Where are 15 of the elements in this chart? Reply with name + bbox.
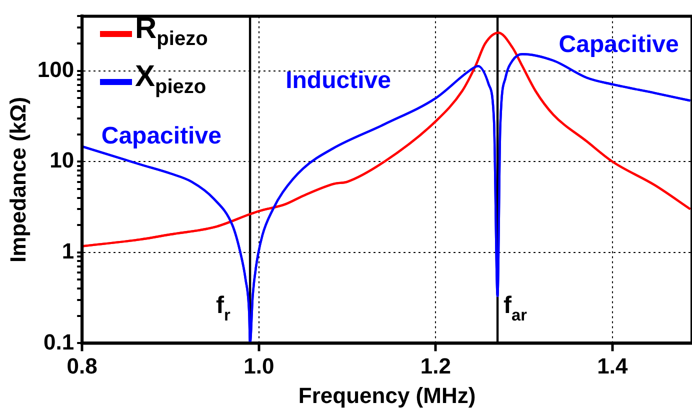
y-tick-label: 100	[37, 56, 74, 82]
annotation: Capacitive	[101, 122, 222, 150]
annotation: Capacitive	[558, 31, 679, 58]
y-tick-label: 10	[50, 148, 74, 173]
y-tick-label: 1	[62, 238, 74, 264]
x-tick-label: 1.2	[420, 353, 451, 378]
x-axis-title: Frequency (MHz)	[298, 382, 476, 408]
annotation: Inductive	[286, 67, 391, 94]
x-tick-label: 0.8	[66, 353, 98, 378]
y-axis-title: Impedance (kΩ)	[5, 96, 30, 262]
y-tick-label: 0.1	[44, 329, 74, 354]
legend-label: R$_{piezo}$	[135, 11, 208, 52]
x-tick-label: 1.4	[597, 353, 628, 378]
legend-label: X$_{piezo}$	[135, 59, 206, 100]
x-tick-label: 1.0	[244, 353, 274, 378]
